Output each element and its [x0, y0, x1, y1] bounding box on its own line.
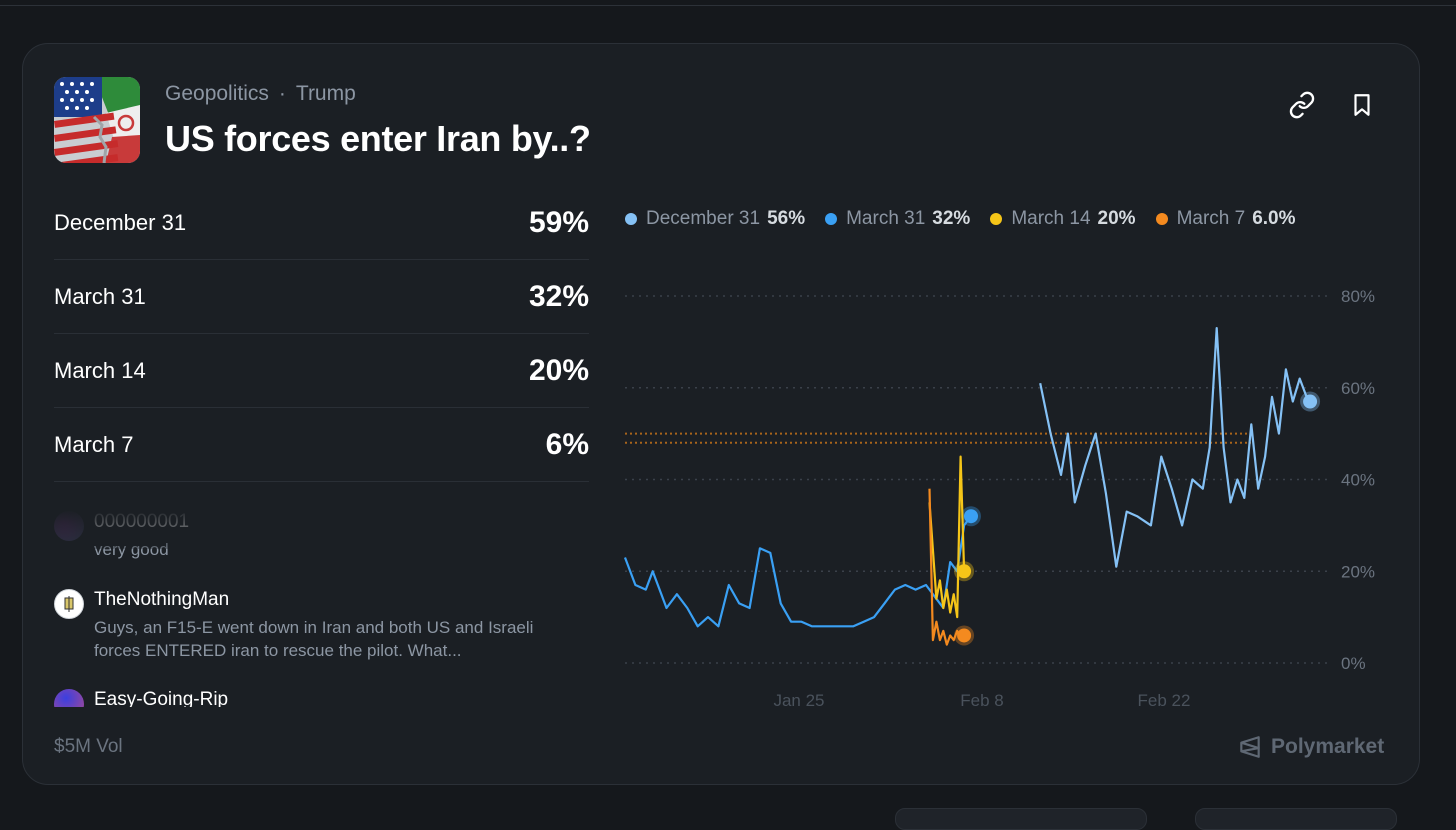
legend-series-value: 20%	[1097, 208, 1136, 229]
series-end-marker	[1303, 394, 1318, 409]
legend-dot	[1155, 213, 1168, 225]
outcomes-list: December 31 59% March 31 32% March 14 20…	[54, 186, 589, 482]
copy-link-button[interactable]	[1285, 88, 1319, 122]
price-history-chart[interactable]: 0% 20% 40% 60% 80% Jan 25 Feb 8 Feb 22	[23, 44, 1421, 786]
comment-username[interactable]: TheNothingMan	[94, 589, 230, 610]
outcome-percent: 32%	[528, 279, 589, 313]
outcome-label: March 7	[54, 431, 134, 457]
bookmark-button[interactable]	[1345, 88, 1379, 122]
comment-username[interactable]: Easy-Going-Rip	[94, 689, 229, 707]
legend-series-value: 32%	[932, 208, 971, 229]
outcome-label: December 31	[54, 209, 187, 235]
legend-series-name: March 14	[1011, 208, 1091, 229]
legend-series-name: March 31	[846, 208, 926, 229]
subcategory-label[interactable]: Trump	[295, 82, 356, 105]
category-breadcrumb: Geopolitics · Trump	[165, 82, 356, 106]
legend-item-december-31[interactable]: December 31 56%	[625, 208, 805, 230]
y-tick-label: 60%	[1341, 379, 1375, 398]
x-tick-label: Feb 8	[960, 691, 1003, 710]
series-line-march-31	[623, 515, 972, 628]
polymarket-logo-icon	[1240, 736, 1260, 758]
category-label[interactable]: Geopolitics	[165, 82, 269, 105]
market-title[interactable]: US forces enter Iran by..?	[165, 118, 591, 159]
market-card: Geopolitics · Trump US forces enter Iran b…	[22, 43, 1420, 785]
legend-series-name: March 7	[1176, 208, 1246, 229]
outcome-row-march-14[interactable]: March 14 20%	[54, 334, 589, 408]
outcome-row-march-31[interactable]: March 31 32%	[54, 260, 589, 334]
comment-text: Guys, an F15-E went down in Iran and bot…	[94, 618, 534, 660]
bottom-pill-right	[1195, 808, 1397, 830]
y-tick-label: 40%	[1341, 471, 1375, 490]
y-tick-label: 20%	[1341, 562, 1375, 581]
polymarket-brand[interactable]: Polymarket	[1237, 734, 1384, 760]
legend-series-value: 56%	[767, 208, 806, 229]
series-end-marker	[957, 564, 972, 579]
avatar[interactable]	[54, 689, 84, 707]
y-tick-label: 0%	[1341, 654, 1366, 673]
outcome-label: March 14	[54, 357, 146, 383]
legend-item-march-31[interactable]: March 31 32%	[825, 208, 970, 230]
outcome-percent: 6%	[545, 427, 589, 461]
outcome-row-december-31[interactable]: December 31 59%	[54, 186, 589, 260]
series-end-marker	[957, 628, 972, 643]
series-line-december-31	[1039, 327, 1311, 568]
outcome-label: March 31	[54, 283, 146, 309]
volume-label: $5M Vol	[54, 736, 123, 757]
breadcrumb-separator: ·	[278, 82, 286, 105]
legend-dot	[990, 213, 1003, 225]
y-tick-label: 80%	[1341, 287, 1375, 306]
legend-series-name: December 31	[646, 208, 761, 229]
market-thumbnail-us-iran-flags[interactable]	[54, 77, 140, 163]
legend-dot	[625, 213, 637, 225]
avatar[interactable]	[54, 589, 84, 619]
avatar-glyph-icon	[64, 596, 74, 612]
series-end-marker	[964, 509, 978, 524]
series-line-march-14	[928, 455, 966, 619]
outcome-percent: 20%	[528, 353, 589, 387]
chart-legend: December 31 56% March 31 32% March 14 20…	[625, 208, 1296, 230]
x-tick-label: Feb 22	[1138, 691, 1191, 710]
top-divider	[0, 5, 1456, 6]
outcome-row-march-7[interactable]: March 7 6%	[54, 408, 589, 482]
x-tick-label: Jan 25	[773, 691, 824, 710]
legend-series-value: 6.0%	[1252, 208, 1296, 229]
legend-item-march-7[interactable]: March 7 6.0%	[1155, 208, 1296, 230]
legend-dot	[825, 213, 838, 225]
legend-item-march-14[interactable]: March 14 20%	[990, 208, 1136, 230]
bottom-pill-left	[895, 808, 1147, 830]
bookmark-icon	[1354, 94, 1370, 116]
link-icon	[1289, 91, 1315, 119]
outcome-percent: 59%	[528, 205, 589, 239]
brand-name: Polymarket	[1271, 735, 1385, 758]
